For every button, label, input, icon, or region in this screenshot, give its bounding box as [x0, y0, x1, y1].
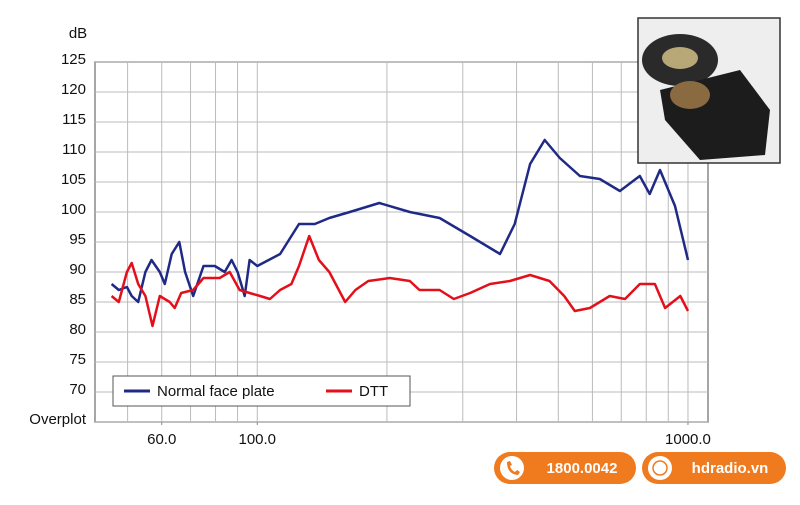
legend-label: DTT	[359, 383, 388, 400]
photo-shape	[670, 81, 710, 109]
legend-box	[112, 375, 411, 407]
y-tick-label: 105	[61, 171, 86, 188]
website-button[interactable]	[642, 452, 786, 484]
y-tick-label: 70	[69, 381, 86, 398]
x-tick-label: 100.0	[238, 431, 276, 448]
phone-badge[interactable]: 1800.0042	[494, 452, 636, 484]
x-tick-label: 60.0	[147, 431, 176, 448]
series-line	[110, 138, 690, 304]
y-tick-label: 75	[69, 351, 86, 368]
y-tick-label: 125	[61, 51, 86, 68]
product-photo	[637, 17, 781, 164]
y-tick-label: 100	[61, 201, 86, 218]
y-tick-label: 115	[62, 111, 86, 128]
x-tick-label: 1000.0	[665, 431, 711, 448]
lines	[110, 138, 690, 328]
photo-shape	[662, 47, 698, 69]
globe-glyph	[652, 460, 668, 476]
legend: Normal face plate DTT	[112, 375, 411, 407]
phone-icon	[500, 456, 524, 480]
y-axis-label: dB	[69, 25, 87, 42]
y-tick-label: 120	[61, 81, 86, 98]
website-badge[interactable]: hdradio.vn	[642, 452, 786, 484]
y-tick-label: 90	[69, 261, 86, 278]
y-tick-label: Overplot	[29, 411, 87, 428]
phone-glyph	[507, 461, 520, 475]
website-url[interactable]: hdradio.vn	[692, 460, 769, 477]
y-tick-label: 95	[69, 231, 86, 248]
globe-icon	[648, 456, 672, 480]
grid	[95, 61, 708, 423]
series-line	[110, 234, 690, 328]
y-tick-label: 110	[62, 141, 86, 158]
y-tick-label: 85	[69, 291, 86, 308]
phone-number[interactable]: 1800.0042	[547, 460, 618, 477]
legend-label: Normal face plate	[157, 383, 275, 400]
phone-button[interactable]	[494, 452, 636, 484]
y-tick-label: 80	[69, 321, 86, 338]
